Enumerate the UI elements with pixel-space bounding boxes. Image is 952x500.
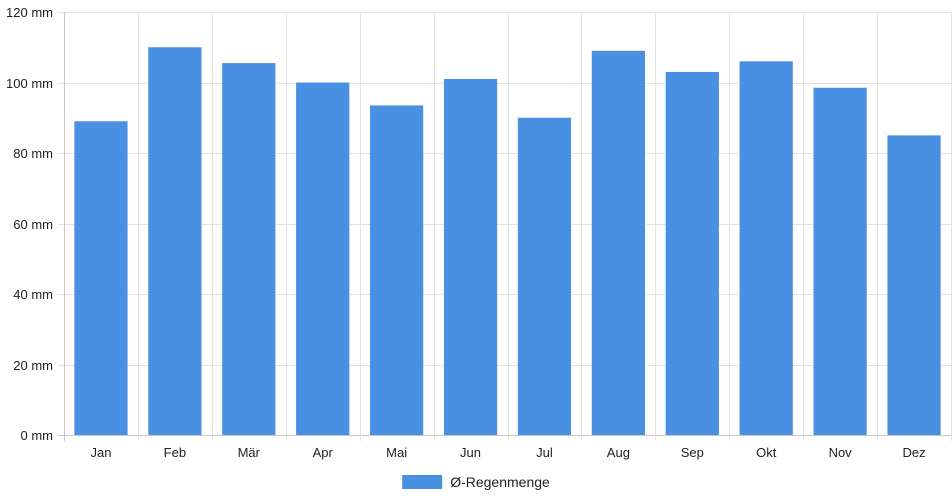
bar[interactable] (887, 135, 941, 435)
bar[interactable] (813, 87, 867, 435)
bar[interactable] (222, 63, 276, 436)
bar[interactable] (148, 47, 202, 435)
x-tick-label: Jul (536, 445, 553, 460)
y-tick-label: 80 mm (13, 146, 53, 161)
bar[interactable] (517, 117, 572, 435)
bar[interactable] (591, 50, 645, 436)
x-tick-label: Okt (756, 445, 777, 460)
x-tick-label: Jan (90, 445, 111, 460)
y-tick-label: 20 mm (13, 358, 53, 373)
bar-layer (74, 47, 941, 436)
bar[interactable] (443, 78, 498, 435)
bar[interactable] (296, 82, 350, 436)
bar[interactable] (370, 105, 424, 435)
legend-label: Ø-Regenmenge (450, 474, 550, 490)
axis-layer: 0 mm 20 mm 40 mm 60 mm 80 mm 100 mm 120 mm Jan F… (6, 5, 926, 460)
x-tick-label: Sep (681, 445, 704, 460)
x-tick-label: Mai (386, 445, 407, 460)
y-tick-label: 0 mm (21, 428, 54, 443)
grid-layer (58, 12, 952, 441)
y-tick-label: 60 mm (13, 217, 53, 232)
x-tick-label: Nov (829, 445, 853, 460)
bar[interactable] (665, 71, 719, 436)
legend[interactable]: Ø-Regenmenge (402, 474, 550, 490)
x-tick-label: Jun (460, 445, 481, 460)
x-tick-label: Aug (607, 445, 630, 460)
y-tick-label: 100 mm (6, 76, 53, 91)
x-tick-label: Mär (238, 445, 261, 460)
y-tick-label: 120 mm (6, 5, 53, 20)
legend-swatch (402, 475, 443, 489)
bar[interactable] (74, 121, 128, 436)
x-tick-label: Dez (902, 445, 925, 460)
bar[interactable] (739, 61, 793, 435)
x-tick-label: Feb (164, 445, 186, 460)
y-tick-label: 40 mm (13, 287, 53, 302)
x-tick-label: Apr (313, 445, 334, 460)
